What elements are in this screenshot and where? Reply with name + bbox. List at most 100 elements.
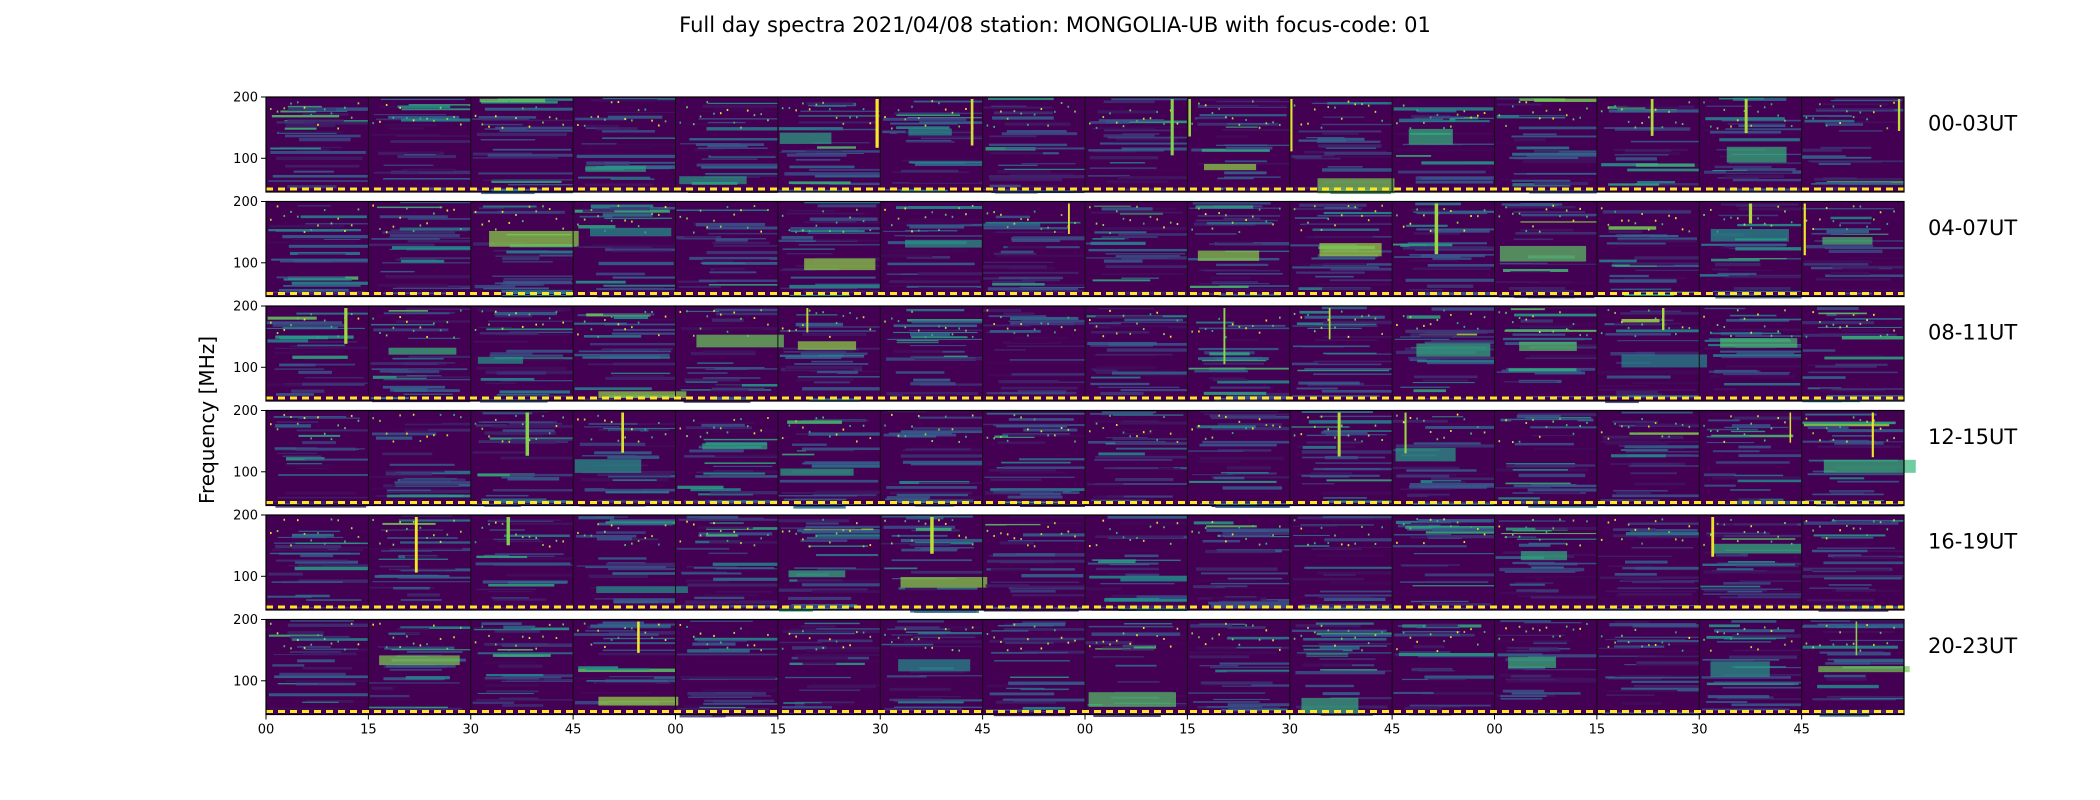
x-tick-label: 00 — [1077, 723, 1094, 738]
y-tick-label: 100 — [233, 256, 258, 271]
spectra-row: 100 200 12-15UT — [233, 404, 2017, 509]
row-label: 20-23UT — [1928, 634, 2017, 658]
spectrum-panel — [573, 310, 687, 401]
spectra-row: 100 200 20-23UT — [233, 613, 2017, 718]
spectrum-panel — [1597, 308, 1708, 404]
spectrum-panel — [474, 517, 574, 609]
x-tick-label: 00 — [1486, 723, 1503, 738]
x-tick-label: 45 — [974, 723, 991, 738]
spectrum-panel — [1188, 308, 1290, 401]
spectrum-panel — [1598, 518, 1700, 611]
spectrum-panel — [1290, 99, 1395, 195]
row-label: 08-11UT — [1928, 321, 2017, 345]
spectrum-panel — [1087, 411, 1188, 502]
spectrum-panel — [573, 621, 679, 706]
y-tick-label: 200 — [233, 613, 258, 628]
y-tick-label: 200 — [233, 509, 258, 524]
spectrum-panel — [370, 308, 471, 403]
spectrum-panel — [1188, 201, 1290, 298]
x-tick-label: 45 — [1793, 723, 1810, 738]
x-tick-label: 15 — [360, 723, 377, 738]
row-label: 12-15UT — [1928, 425, 2017, 449]
spectra-row: 100 200 16-19UT — [233, 509, 2017, 613]
spectrum-panel — [1801, 307, 1904, 403]
spectrum-panel — [1085, 204, 1188, 295]
spectrum-panel — [471, 622, 574, 707]
spectrum-panel — [266, 308, 369, 396]
y-axis-label: Frequency [MHz] — [195, 336, 219, 504]
spectrum-panel — [369, 413, 471, 503]
spectrum-panel — [884, 308, 983, 397]
row-frame — [265, 96, 1905, 193]
spectrum-panel — [677, 620, 778, 718]
spectrum-panel — [1292, 306, 1393, 398]
spectrum-panel — [983, 412, 1085, 507]
x-tick-label: 30 — [872, 723, 889, 738]
spectrum-panel — [1496, 307, 1597, 398]
spectrum-panel — [1599, 99, 1700, 188]
x-tick-label: 45 — [1384, 723, 1401, 738]
spectrum-panel — [778, 97, 881, 192]
spectrum-panel — [1392, 518, 1495, 610]
spectrum-panel — [1802, 619, 1910, 717]
spectrum-panel — [982, 308, 1085, 395]
spectra-row: 100 200 08-11UT — [233, 300, 2017, 404]
spectrum-panel — [1393, 623, 1495, 716]
spectrum-panel — [368, 622, 471, 711]
spectrum-panel — [268, 619, 369, 711]
spectrum-panel — [1392, 412, 1495, 506]
spectrum-panel — [1703, 97, 1802, 192]
spectra-rows: 10020000-03UT10020004-07UT10020008-11UT1… — [233, 91, 2017, 718]
row-frame — [265, 514, 1905, 611]
spectrum-panel — [881, 99, 983, 193]
chart-title: Full day spectra 2021/04/08 station: MON… — [679, 13, 1431, 37]
spectrum-panel — [1085, 623, 1188, 717]
spectra-row: 100 200 00-03UT — [233, 91, 2017, 195]
x-tick-label: 30 — [1691, 723, 1708, 738]
row-frame — [265, 409, 1905, 507]
spectrum-panel — [473, 205, 579, 298]
spectrum-panel — [369, 515, 471, 603]
y-tick-label: 100 — [233, 465, 258, 480]
row-frame — [265, 200, 1905, 298]
spectrum-panel — [1597, 207, 1700, 297]
spectrum-panel — [881, 204, 983, 297]
x-tick-label: 00 — [667, 723, 684, 738]
spectrum-panel — [1700, 517, 1802, 607]
spectrum-panel — [881, 620, 983, 712]
x-tick-label: 45 — [565, 723, 582, 738]
y-tick-label: 200 — [233, 195, 258, 210]
y-tick-label: 100 — [233, 361, 258, 376]
spectrum-panel — [1393, 104, 1495, 184]
spectrum-panel — [576, 516, 688, 611]
row-label: 16-19UT — [1928, 530, 2017, 554]
x-tick-label: 15 — [1179, 723, 1196, 738]
row-label: 00-03UT — [1928, 112, 2017, 136]
spectrum-panel — [1393, 202, 1495, 296]
spectrum-panel — [1598, 620, 1700, 716]
spectrum-panel — [679, 101, 778, 193]
x-tick-label: 30 — [462, 723, 479, 738]
spectrum-panel — [1802, 519, 1904, 612]
x-axis-ticks: 00 15 30 45 00 15 30 45 00 15 30 45 00 15 30 45 — [258, 714, 1810, 738]
spectrum-panel — [677, 417, 778, 504]
spectrum-panel — [1495, 619, 1597, 715]
y-tick-label: 200 — [233, 91, 258, 106]
spectrum-panel — [1703, 307, 1802, 391]
spectrum-panel — [1495, 412, 1597, 508]
y-tick-label: 200 — [233, 300, 258, 315]
spectrum-panel — [268, 101, 369, 189]
spectrum-panel — [676, 205, 778, 288]
spectrum-panel — [1086, 308, 1188, 396]
row-label: 04-07UT — [1928, 216, 2017, 240]
spectrum-panel — [1801, 203, 1904, 295]
spectrum-panel — [1495, 518, 1597, 610]
spectrum-panel — [778, 308, 881, 402]
x-tick-label: 15 — [1589, 723, 1606, 738]
y-tick-label: 200 — [233, 404, 258, 419]
y-tick-label: 100 — [233, 570, 258, 585]
x-tick-label: 15 — [770, 723, 787, 738]
y-tick-label: 100 — [233, 674, 258, 689]
y-tick-label: 100 — [233, 152, 258, 167]
